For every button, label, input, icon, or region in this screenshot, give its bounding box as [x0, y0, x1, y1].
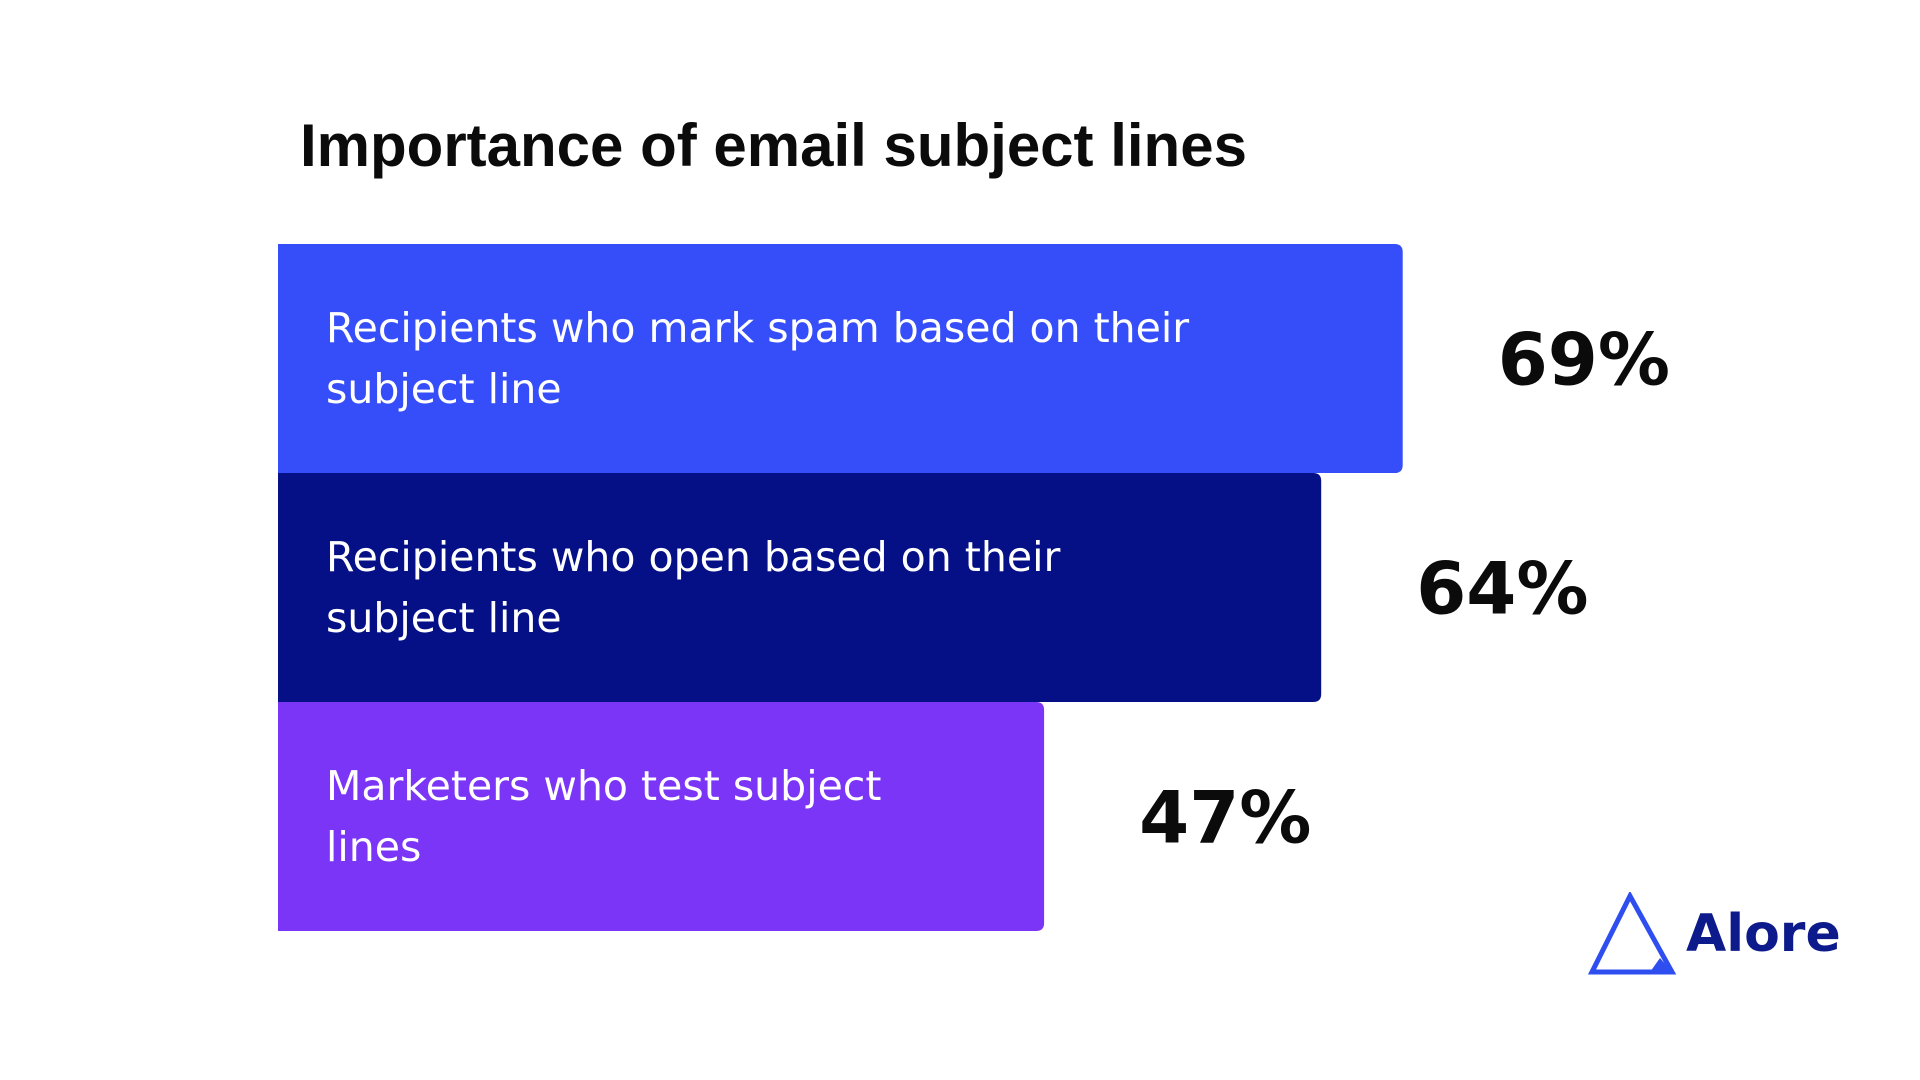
value-label-3: 47%	[1139, 776, 1311, 860]
bar-label-line: Marketers who test subject	[326, 762, 881, 810]
bar-label-1: Recipients who mark spam based on their s…	[326, 304, 1189, 413]
bar-label-3: Marketers who test subject lines	[326, 762, 881, 871]
bar-3	[278, 702, 1045, 931]
value-label-1: 69%	[1498, 318, 1670, 402]
triangle-logo-icon	[1588, 892, 1677, 975]
bar-label-line: subject line	[326, 365, 562, 413]
brand-logo: Alore	[1588, 892, 1841, 1002]
bar-2	[278, 473, 1322, 702]
bar-label-line: Recipients who mark spam based on their	[326, 304, 1189, 352]
brand-name: Alore	[1686, 904, 1841, 964]
bar-label-2: Recipients who open based on their subjec…	[326, 533, 1060, 642]
bar-label-line: lines	[326, 823, 421, 871]
value-label-2: 64%	[1416, 547, 1588, 631]
chart-title: Importance of email subject lines	[300, 112, 1247, 179]
bar-label-line: subject line	[326, 594, 562, 642]
bar-1	[278, 244, 1403, 473]
bar-label-line: Recipients who open based on their	[326, 533, 1060, 581]
